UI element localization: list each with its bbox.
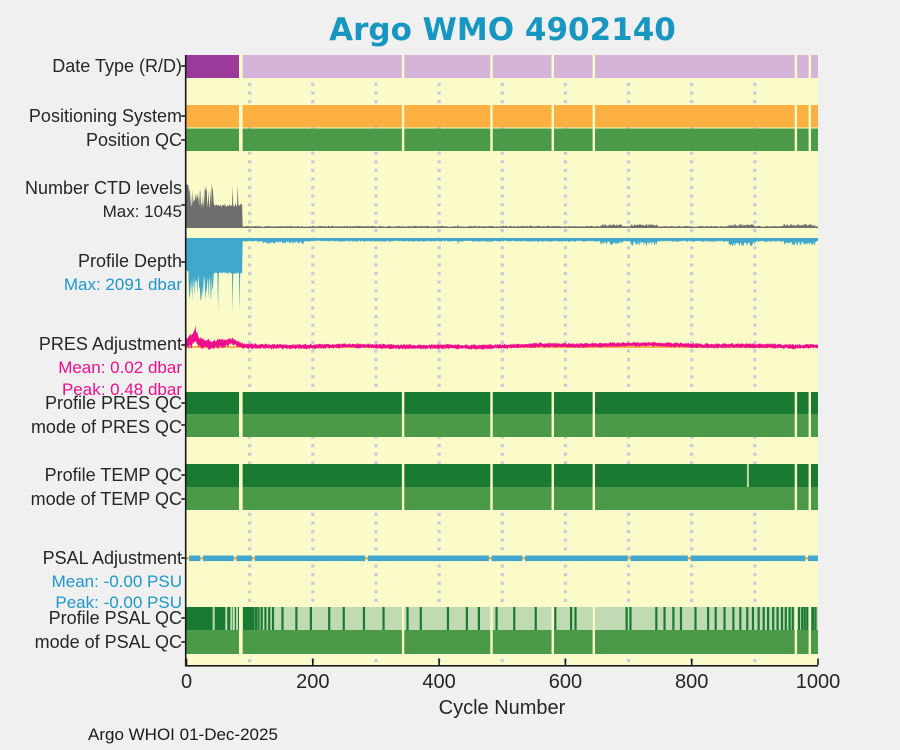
footer-credit: Argo WHOI 01-Dec-2025	[88, 725, 278, 744]
label-mode-pres-qc: mode of PRES QC	[30, 417, 182, 437]
label-psal-adjustment: PSAL Adjustment	[42, 548, 182, 568]
label-mode-temp-qc: mode of TEMP QC	[30, 489, 182, 509]
x-axis-title: Cycle Number	[438, 697, 566, 719]
chart-title: Argo WMO 4902140	[329, 12, 676, 48]
sublabel-pres-peak: Peak: 0.48 dbar	[61, 380, 182, 399]
label-date-type: Date Type (R/D)	[52, 56, 182, 76]
label-profile-temp-qc: Profile TEMP QC	[44, 465, 182, 485]
label-position-qc: Position QC	[85, 130, 182, 150]
x-tick-label: 0	[180, 671, 193, 693]
label-profile-psal-qc: Profile PSAL QC	[48, 608, 182, 628]
sublabel-ctd-max: Max: 1045	[102, 202, 182, 221]
label-positioning-system: Positioning System	[28, 106, 182, 126]
x-tick-label: 600	[548, 671, 583, 693]
label-profile-pres-qc: Profile PRES QC	[44, 393, 182, 413]
x-tick-label: 1000	[795, 671, 841, 693]
sublabel-depth-max: Max: 2091 dbar	[63, 275, 182, 294]
label-pres-adjustment: PRES Adjustment	[38, 334, 182, 354]
label-profile-depth: Profile Depth	[77, 251, 182, 271]
sublabel-psal-mean: Mean: -0.00 PSU	[51, 572, 182, 591]
label-ctd-levels: Number CTD levels	[24, 178, 182, 198]
label-mode-psal-qc: mode of PSAL QC	[34, 632, 182, 652]
sublabel-pres-mean: Mean: 0.02 dbar	[58, 358, 182, 377]
sublabel-psal-peak: Peak: -0.00 PSU	[55, 593, 182, 612]
x-tick-label: 800	[675, 671, 709, 693]
x-tick-label: 200	[296, 671, 330, 693]
x-tick-label: 400	[422, 671, 456, 693]
